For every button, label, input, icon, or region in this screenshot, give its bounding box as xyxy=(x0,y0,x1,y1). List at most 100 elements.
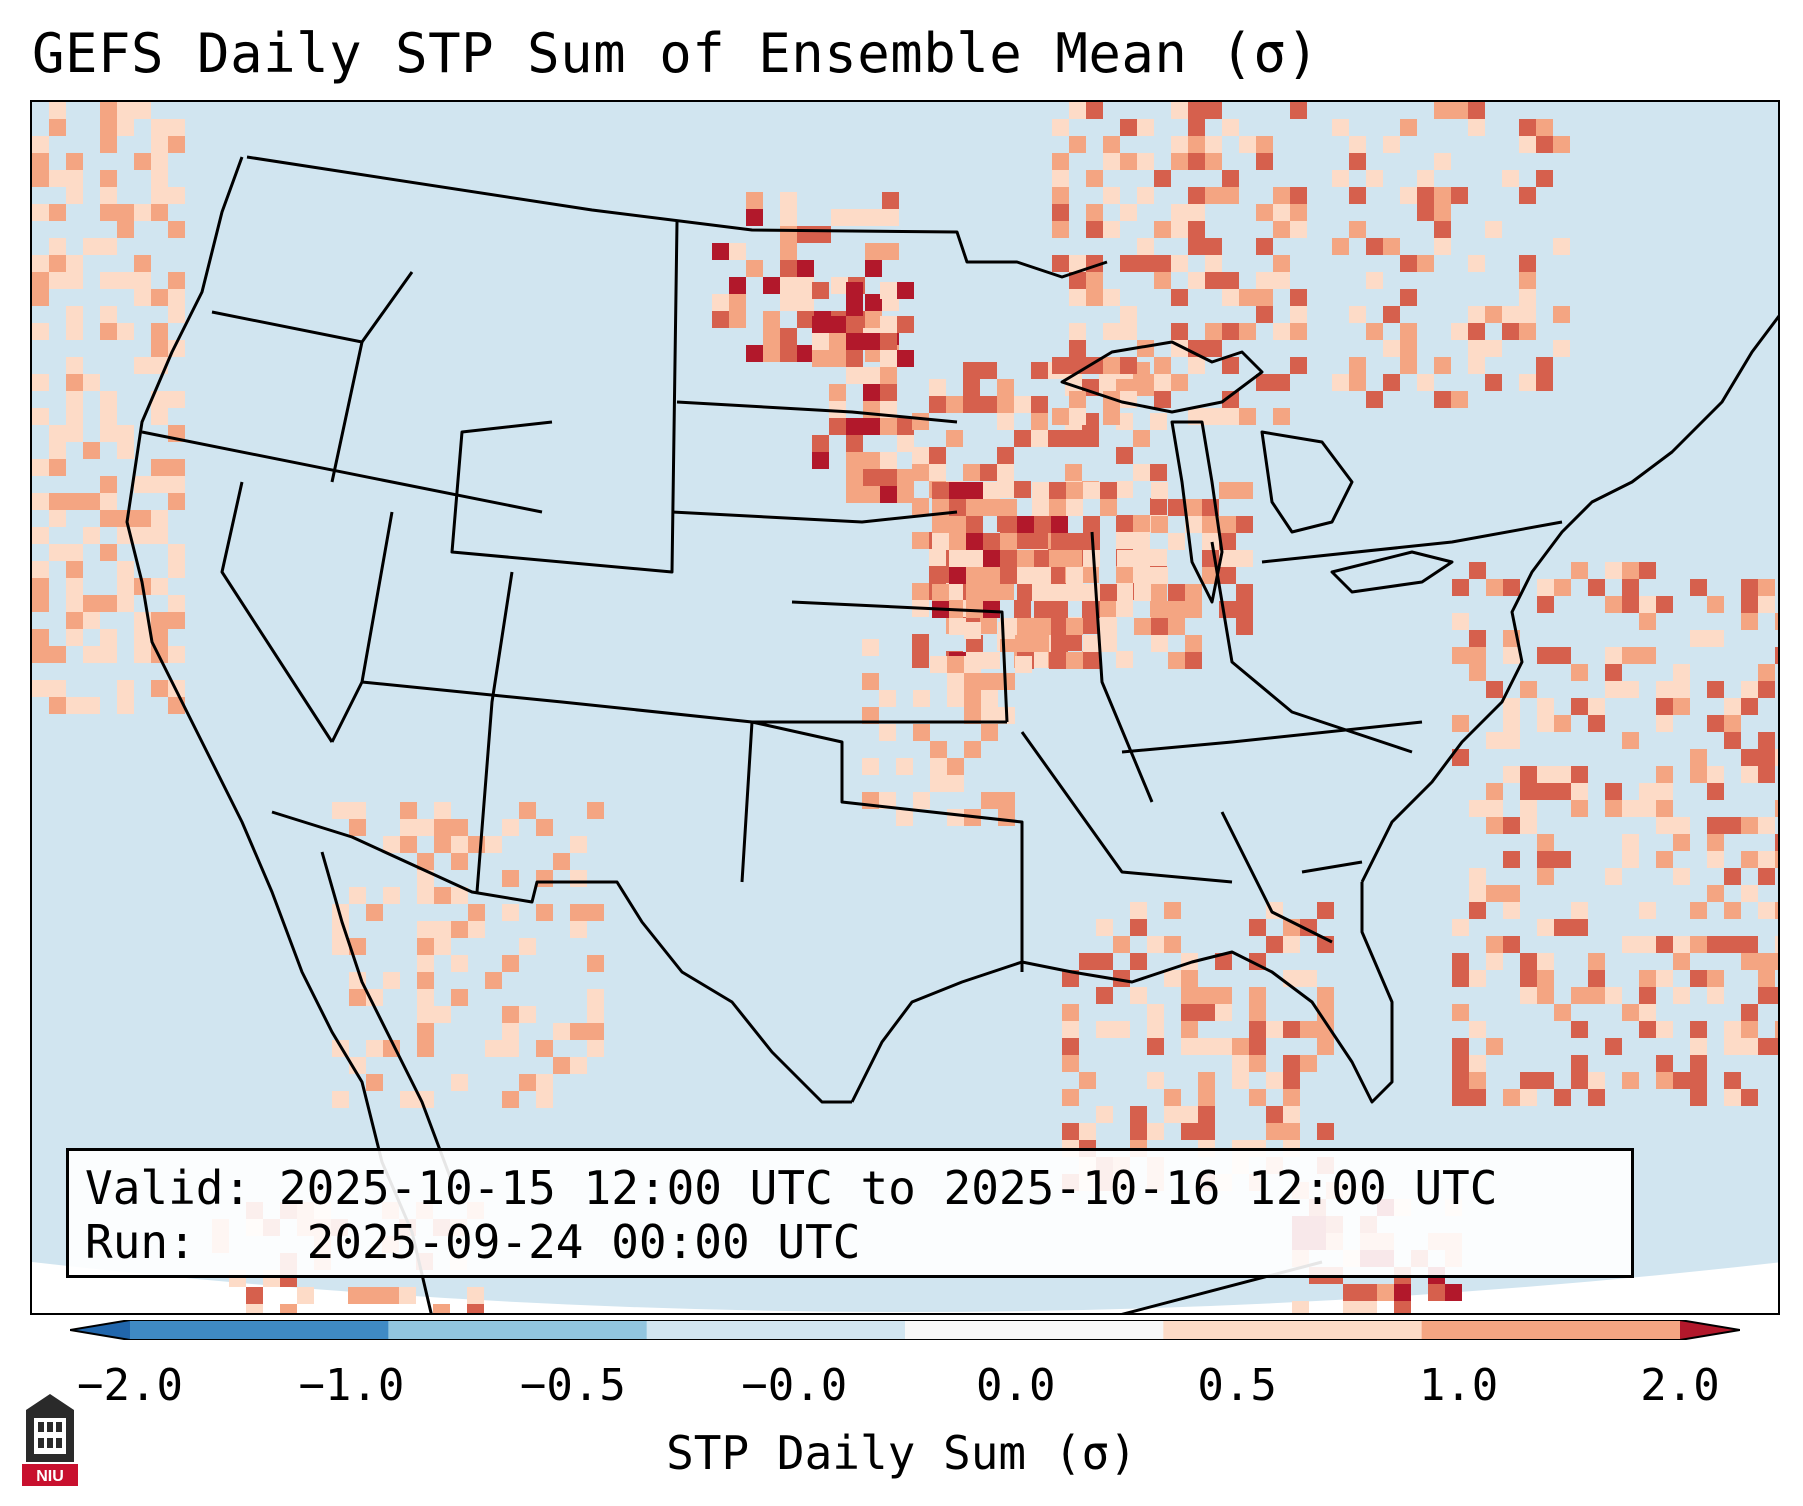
stp-cell xyxy=(433,1304,450,1313)
stp-cell xyxy=(32,323,49,340)
stp-cell xyxy=(1468,119,1485,136)
stp-cell xyxy=(83,374,100,391)
stp-cell xyxy=(117,425,134,442)
colorbar-tick-label: −0.0 xyxy=(741,1360,848,1411)
stp-cell xyxy=(1256,136,1273,153)
stp-cell xyxy=(134,629,151,646)
stp-cell xyxy=(100,323,117,340)
stp-cell xyxy=(587,802,604,819)
stp-cell xyxy=(32,578,49,595)
stp-cell xyxy=(1290,102,1307,119)
stp-cell xyxy=(1468,340,1485,357)
stp-cell xyxy=(1096,919,1113,936)
stp-cell xyxy=(966,567,983,584)
stp-cell xyxy=(1469,1021,1486,1038)
stp-cell xyxy=(831,209,848,226)
stp-cell xyxy=(1554,1004,1571,1021)
stp-cell xyxy=(1032,635,1049,652)
lake-michigan xyxy=(1170,420,1224,604)
stp-cell xyxy=(1317,1021,1334,1038)
stp-cell xyxy=(1236,482,1253,499)
stp-cell xyxy=(434,836,451,853)
stp-cell xyxy=(1469,800,1486,817)
stp-cell xyxy=(949,567,966,584)
stp-cell xyxy=(1103,323,1120,340)
stp-cell xyxy=(1164,1089,1181,1106)
stp-cell xyxy=(1256,289,1273,306)
stp-cell xyxy=(829,333,846,350)
stp-cell xyxy=(729,243,746,260)
stp-cell xyxy=(117,102,134,119)
stp-cell xyxy=(880,316,897,333)
stp-cell xyxy=(1383,238,1400,255)
stp-cell xyxy=(1639,902,1656,919)
stp-cell xyxy=(1266,1072,1283,1089)
stp-cell xyxy=(1553,238,1570,255)
stp-cell xyxy=(1083,550,1100,567)
stp-cell xyxy=(896,758,913,775)
stp-cell xyxy=(1428,1284,1445,1301)
stp-cell xyxy=(1133,515,1150,532)
stp-cell xyxy=(1503,732,1520,749)
stp-cell xyxy=(1468,306,1485,323)
stp-cell xyxy=(1622,1004,1639,1021)
stp-cell xyxy=(502,1091,519,1108)
stp-cell xyxy=(502,1023,519,1040)
stp-cell xyxy=(1120,357,1137,374)
stp-cell xyxy=(780,226,797,243)
stp-cell xyxy=(1554,647,1571,664)
stp-cell xyxy=(1249,919,1266,936)
stp-cell xyxy=(1000,567,1017,584)
stp-cell xyxy=(1434,221,1451,238)
stp-cell xyxy=(1151,567,1168,584)
stp-cell xyxy=(1014,532,1031,549)
stp-cell xyxy=(1451,102,1468,119)
stp-cell xyxy=(117,680,134,697)
stp-cell xyxy=(1434,238,1451,255)
stp-cell xyxy=(1168,533,1185,550)
stp-cell xyxy=(417,921,434,938)
stp-cell xyxy=(536,819,553,836)
stp-cell xyxy=(1349,221,1366,238)
stp-cell xyxy=(964,690,981,707)
stp-cell xyxy=(1486,783,1503,800)
stp-cell xyxy=(168,391,185,408)
stp-cell xyxy=(151,119,168,136)
stp-cell xyxy=(929,549,946,566)
stp-cell xyxy=(880,469,897,486)
stp-cell xyxy=(1469,902,1486,919)
stp-cell xyxy=(1086,170,1103,187)
stp-cell xyxy=(1069,289,1086,306)
stp-cell xyxy=(1690,902,1707,919)
stp-cell xyxy=(134,204,151,221)
stp-cell xyxy=(1343,1284,1360,1301)
stp-cell xyxy=(151,391,168,408)
stp-cell xyxy=(1103,289,1120,306)
stp-cell xyxy=(400,819,417,836)
stp-cell xyxy=(134,153,151,170)
stp-cell xyxy=(964,622,981,639)
stp-cell xyxy=(1069,272,1086,289)
stp-cell xyxy=(1588,579,1605,596)
stp-cell xyxy=(947,775,964,792)
stp-cell xyxy=(49,442,66,459)
stp-cell xyxy=(168,561,185,578)
stp-cell xyxy=(1290,221,1307,238)
stp-cell xyxy=(1758,868,1775,885)
stp-cell xyxy=(1775,987,1778,1004)
stp-cell xyxy=(1400,357,1417,374)
stp-cell xyxy=(1707,766,1724,783)
stp-cell xyxy=(168,272,185,289)
stp-cell xyxy=(1103,187,1120,204)
stp-cell xyxy=(1343,1301,1360,1313)
stp-cell xyxy=(998,809,1015,826)
stp-cell xyxy=(963,464,980,481)
stp-cell xyxy=(896,809,913,826)
stp-cell xyxy=(1205,323,1222,340)
stp-cell xyxy=(1605,987,1622,1004)
stp-cell xyxy=(1181,987,1198,1004)
stp-cell xyxy=(1639,562,1656,579)
stp-cell xyxy=(168,306,185,323)
stp-cell xyxy=(797,260,814,277)
stp-cell xyxy=(134,646,151,663)
